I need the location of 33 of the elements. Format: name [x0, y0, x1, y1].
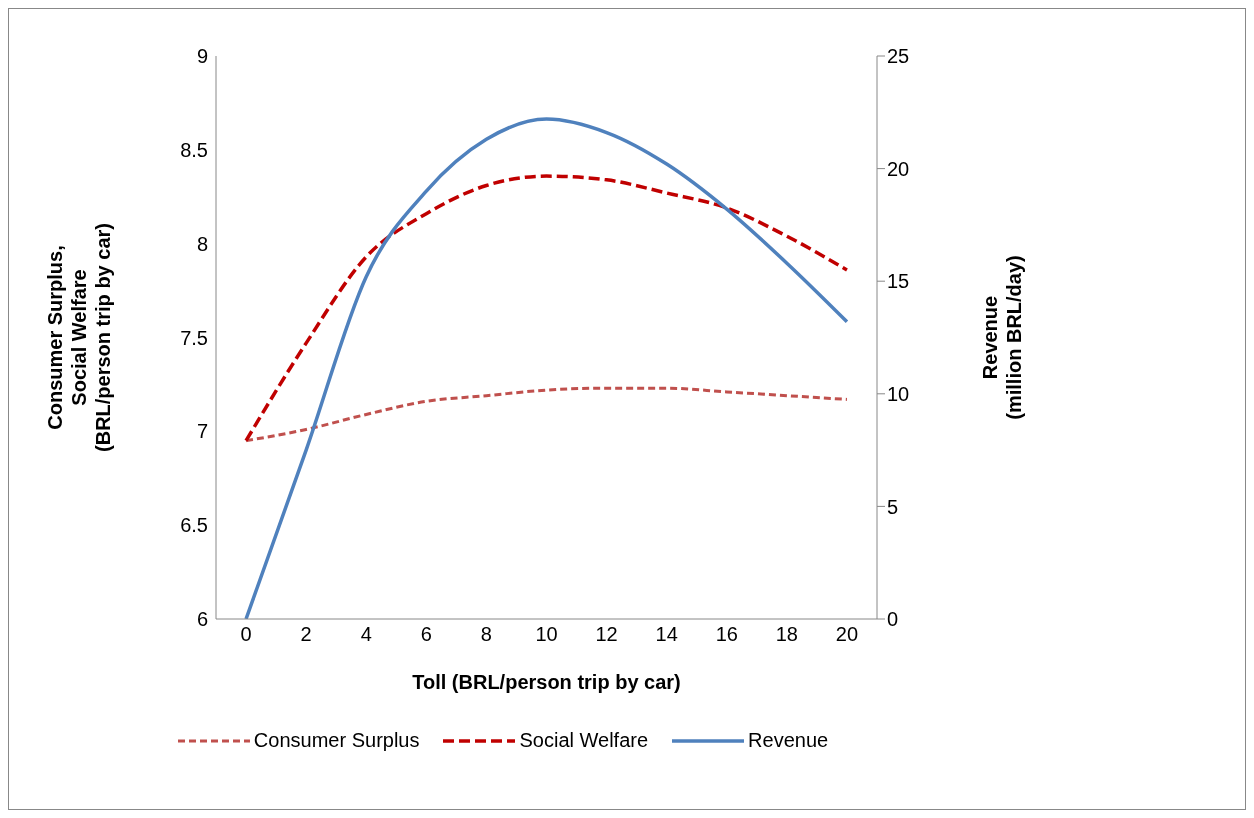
legend-label: Revenue	[748, 729, 829, 752]
x-tick-label: 20	[835, 623, 859, 646]
y-tick-label: 9	[196, 45, 208, 68]
line-series	[244, 386, 849, 443]
y2-tick-label: 20	[887, 157, 910, 180]
line-series	[244, 174, 849, 443]
x-tick-label: 4	[360, 623, 372, 646]
y-tick-label: 7	[196, 420, 208, 443]
x-tick-label: 18	[775, 623, 798, 646]
legend-label: Consumer Surplus	[253, 729, 420, 752]
y-tick-label: 8	[196, 232, 208, 255]
y2-axis-title: Revenue (million BRL/day)	[979, 255, 1025, 420]
y-tick-label: 6	[196, 608, 208, 631]
y2-tick-label: 5	[887, 495, 899, 518]
legend-label: Social Welfare	[519, 729, 649, 752]
x-tick-label: 14	[655, 623, 678, 646]
y2-tick-label: 15	[887, 270, 910, 293]
x-tick-label: 12	[595, 623, 618, 646]
y-tick-label: 6.5	[180, 514, 208, 537]
x-tick-label: 0	[240, 623, 252, 646]
x-tick-label: 6	[420, 623, 432, 646]
y2-tick-label: 0	[887, 608, 899, 631]
y2-tick-label: 10	[887, 382, 910, 405]
line-series	[244, 117, 849, 619]
x-tick-label: 2	[300, 623, 312, 646]
y2-tick-label: 25	[887, 45, 910, 68]
x-tick-label: 10	[535, 623, 558, 646]
y-tick-label: 7.5	[180, 326, 208, 349]
y-tick-label: 8.5	[180, 138, 208, 161]
x-axis-title: Toll (BRL/person trip by car)	[412, 671, 681, 693]
x-tick-label: 16	[715, 623, 738, 646]
x-tick-label: 8	[480, 623, 492, 646]
y-axis-title: Consumer Surplus, Social Welfare (BRL/person trip by car)	[44, 223, 114, 452]
